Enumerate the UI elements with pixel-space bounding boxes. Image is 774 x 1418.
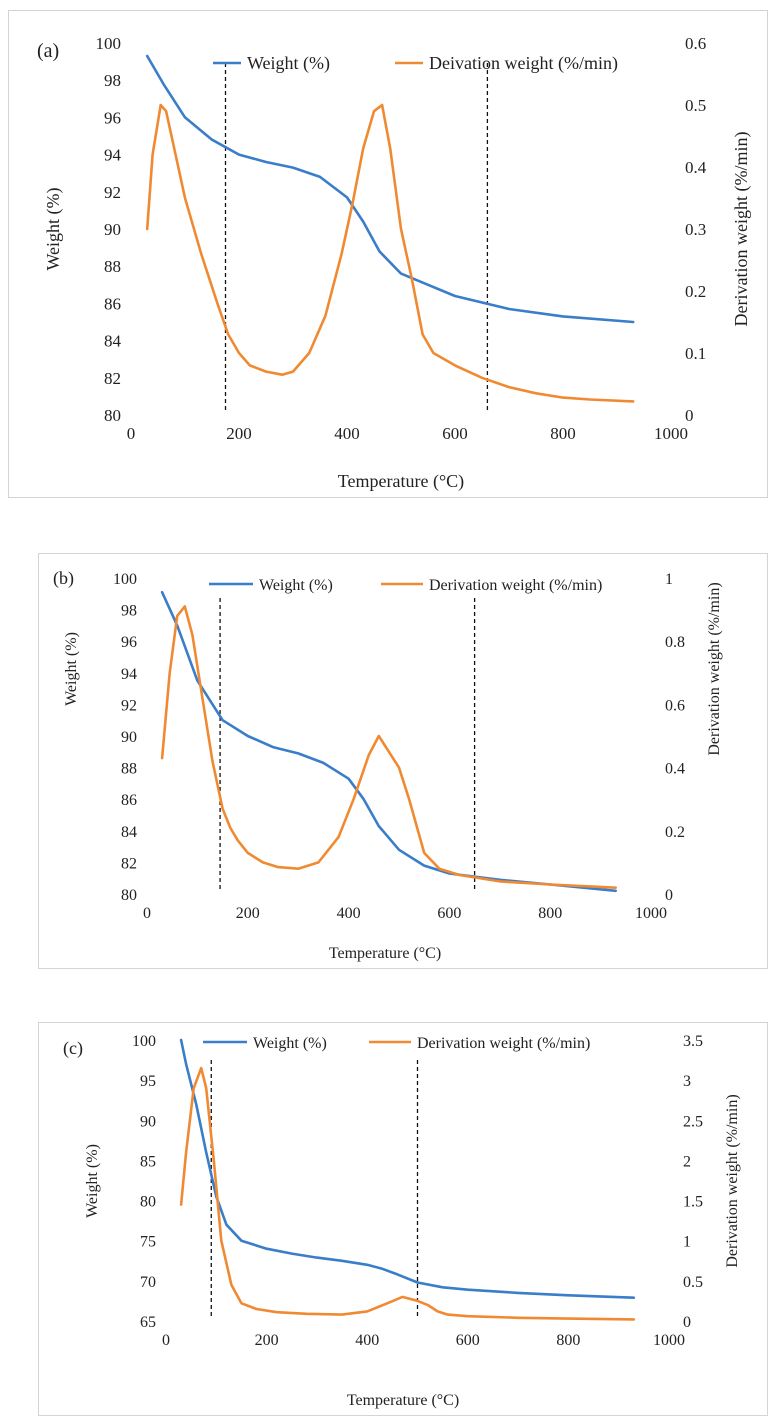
- y2-tick-label: 0: [665, 887, 673, 904]
- y2-tick-label: 1.5: [683, 1194, 703, 1211]
- legend-label-derivative: Deivation weight (%/min): [429, 53, 618, 74]
- y2-tick-label: 0: [685, 406, 694, 425]
- x-tick-label: 800: [550, 424, 576, 443]
- y2-tick-label: 1: [683, 1234, 691, 1251]
- y-tick-label: 100: [113, 571, 137, 588]
- chart-svg-c: 0 200 400 600 800 10006570758085909510000.511…: [63, 1033, 741, 1409]
- y2-axis-title: Derivation weight (%/min): [706, 582, 723, 755]
- chart-svg-a: 0 200 400 600 800 100080828486889092949698100…: [37, 34, 752, 492]
- x-tick-label: 400: [355, 1332, 379, 1349]
- x-tick-label: 200: [226, 424, 252, 443]
- panel-label: (c): [63, 1038, 83, 1059]
- y2-tick-label: 2: [683, 1153, 691, 1170]
- x-tick-label: 0: [127, 424, 136, 443]
- y2-axis-title: Derivation weight (%/min): [724, 1094, 741, 1267]
- y2-tick-label: 0.5: [685, 96, 706, 115]
- y-axis-title: Weight (%): [43, 187, 64, 270]
- y-tick-label: 84: [121, 824, 137, 841]
- y2-tick-label: 3: [683, 1073, 691, 1090]
- y2-axis-title: Derivation weight (%/min): [731, 132, 752, 327]
- legend-label-derivative: Derivation weight (%/min): [417, 1035, 590, 1052]
- chart-panel-c: 0 200 400 600 800 1000 65 70 75 80 85 90 95 100 0 0.5 1 1…: [38, 1022, 768, 1416]
- y-tick-label: 84: [104, 332, 122, 351]
- weight-series-line: [160, 590, 618, 893]
- y-tick-label: 90: [121, 729, 137, 746]
- y2-tick-label: 0.2: [685, 282, 706, 301]
- y-tick-label: 80: [104, 406, 121, 425]
- x-tick-label: 200: [255, 1332, 279, 1349]
- y-tick-label: 80: [121, 887, 137, 904]
- y2-tick-label: 0.4: [685, 158, 707, 177]
- x-axis-title: Temperature (°C): [338, 471, 464, 492]
- legend-label-weight: Weight (%): [259, 577, 333, 594]
- x-axis-title: Temperature (°C): [329, 945, 441, 962]
- y-tick-label: 75: [140, 1234, 156, 1251]
- x-tick-label: 1000: [635, 905, 667, 922]
- y2-tick-label: 0.4: [665, 761, 685, 778]
- y2-tick-label: 0.6: [685, 34, 706, 53]
- y-tick-label: 95: [140, 1073, 156, 1090]
- y-tick-label: 86: [104, 294, 121, 313]
- derivative-series-line: [179, 1066, 636, 1321]
- y2-tick-label: 2.5: [683, 1113, 703, 1130]
- x-tick-label: 0: [162, 1332, 170, 1349]
- y-tick-label: 85: [140, 1153, 156, 1170]
- y-tick-label: 82: [104, 369, 121, 388]
- x-tick-label: 200: [236, 905, 260, 922]
- chart-panel-b: 0 200 400 600 800 1000 80 82 84 86 88 90 92 94 96 98 100…: [38, 553, 768, 969]
- y-tick-label: 92: [104, 183, 121, 202]
- y-tick-label: 90: [104, 220, 121, 239]
- panel-label: (b): [53, 568, 74, 589]
- legend-label-weight: Weight (%): [253, 1035, 327, 1052]
- y-tick-label: 96: [104, 108, 121, 127]
- y-axis-title: Weight (%): [84, 1144, 101, 1218]
- x-tick-label: 600: [437, 905, 461, 922]
- x-tick-label: 1000: [654, 424, 688, 443]
- chart-panel-a: 0 200 400 600 800 1000 80 82 84 86 88 90 92 94 96 98 100…: [8, 10, 768, 498]
- y-tick-label: 100: [132, 1033, 156, 1050]
- y-tick-label: 90: [140, 1113, 156, 1130]
- y-tick-label: 82: [121, 855, 137, 872]
- y2-tick-label: 3.5: [683, 1033, 703, 1050]
- x-tick-label: 1000: [653, 1332, 685, 1349]
- panel-label: (a): [37, 40, 59, 62]
- derivative-series-line: [160, 605, 618, 890]
- y-tick-label: 88: [104, 257, 121, 276]
- y2-tick-label: 0: [683, 1314, 691, 1331]
- y2-tick-label: 0.5: [683, 1274, 703, 1291]
- x-axis-title: Temperature (°C): [347, 1392, 459, 1409]
- x-tick-label: 800: [538, 905, 562, 922]
- y-axis-title: Weight (%): [63, 632, 80, 706]
- y2-tick-label: 1: [665, 571, 673, 588]
- y2-tick-label: 0.3: [685, 220, 706, 239]
- x-tick-label: 400: [334, 424, 360, 443]
- y-tick-label: 100: [96, 34, 122, 53]
- y2-tick-label: 0.1: [685, 344, 706, 363]
- weight-series-line: [179, 1038, 636, 1300]
- y2-tick-label: 0.2: [665, 824, 685, 841]
- y-tick-label: 65: [140, 1314, 156, 1331]
- weight-series-line: [145, 54, 635, 324]
- y-tick-label: 94: [121, 666, 137, 683]
- y-tick-label: 88: [121, 761, 137, 778]
- y-tick-label: 70: [140, 1274, 156, 1291]
- y-tick-label: 98: [121, 603, 137, 620]
- y2-tick-label: 0.8: [665, 634, 685, 651]
- legend-label-derivative: Derivation weight (%/min): [429, 577, 602, 594]
- x-tick-label: 600: [456, 1332, 480, 1349]
- x-tick-label: 600: [442, 424, 468, 443]
- y-tick-label: 92: [121, 697, 137, 714]
- y-tick-label: 98: [104, 71, 121, 90]
- y2-tick-label: 0.6: [665, 697, 685, 714]
- y-tick-label: 86: [121, 792, 137, 809]
- y-tick-label: 80: [140, 1194, 156, 1211]
- chart-svg-b: 0 200 400 600 800 100080828486889092949698100…: [53, 568, 723, 962]
- x-tick-label: 800: [556, 1332, 580, 1349]
- derivative-series-line: [145, 103, 635, 403]
- x-tick-label: 400: [337, 905, 361, 922]
- y-tick-label: 94: [104, 146, 122, 165]
- y-tick-label: 96: [121, 634, 137, 651]
- legend-label-weight: Weight (%): [247, 53, 330, 74]
- x-tick-label: 0: [143, 905, 151, 922]
